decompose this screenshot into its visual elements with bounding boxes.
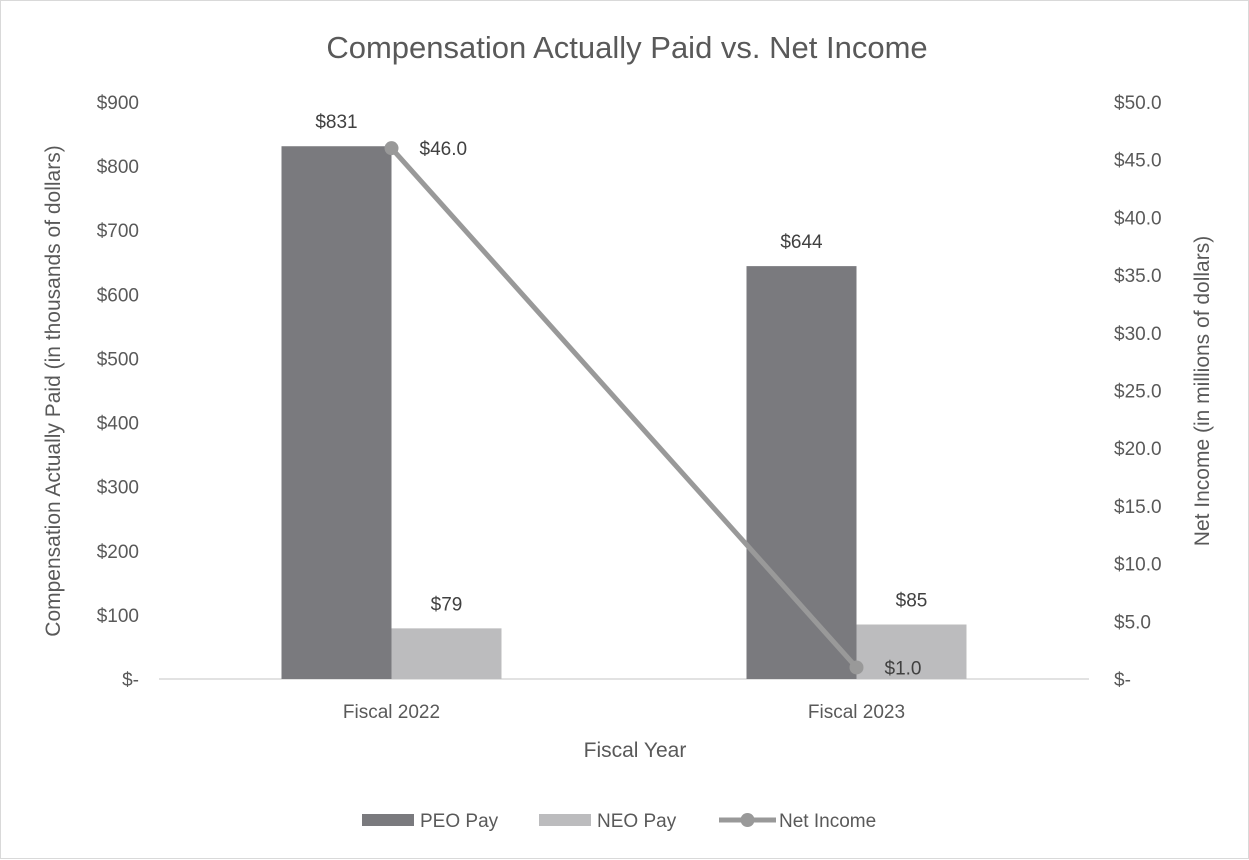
y2-tick-label: $20.0 xyxy=(1114,439,1162,460)
bar xyxy=(747,266,857,679)
y-tick-label: $700 xyxy=(97,221,139,242)
y-tick-label: $500 xyxy=(97,349,139,370)
y-tick-label: $900 xyxy=(97,93,139,114)
plot-area: $- $100 $200 $300 $400 $500 $600 $700 $800 $900 $-… xyxy=(97,93,1162,723)
y-tick-label: $400 xyxy=(97,414,139,435)
bar xyxy=(392,628,502,679)
legend-label: Net Income xyxy=(779,811,876,832)
data-label: $831 xyxy=(315,112,357,133)
y-tick-label: $800 xyxy=(97,157,139,178)
x-tick-label: Fiscal 2023 xyxy=(808,702,905,723)
legend: PEO Pay NEO Pay Net Income xyxy=(362,811,876,832)
y-tick-label: $300 xyxy=(97,478,139,499)
legend-label: NEO Pay xyxy=(597,811,677,832)
y-tick-label: $- xyxy=(122,670,139,691)
legend-swatch xyxy=(362,814,414,826)
y-tick-label: $600 xyxy=(97,285,139,306)
y2-tick-label: $10.0 xyxy=(1114,555,1162,576)
line-point xyxy=(850,660,864,674)
y2-tick-label: $25.0 xyxy=(1114,382,1162,403)
y2-tick-label: $40.0 xyxy=(1114,208,1162,229)
legend-label: PEO Pay xyxy=(420,811,499,832)
bar xyxy=(282,146,392,679)
y2-tick-label: $5.0 xyxy=(1114,612,1151,633)
y2-tick-label: $35.0 xyxy=(1114,266,1162,287)
legend-swatch xyxy=(539,814,591,826)
y2-tick-label: $50.0 xyxy=(1114,93,1162,114)
line-point xyxy=(385,141,399,155)
data-label: $46.0 xyxy=(420,139,468,160)
x-tick-label: Fiscal 2022 xyxy=(343,702,440,723)
data-label: $85 xyxy=(896,591,928,612)
data-label: $644 xyxy=(780,232,823,253)
data-label: $79 xyxy=(431,594,463,615)
y2-tick-label: $- xyxy=(1114,670,1131,691)
y-axis-title: Compensation Actually Paid (in thousands… xyxy=(42,145,65,636)
y-tick-label: $100 xyxy=(97,606,139,627)
x-axis-title: Fiscal Year xyxy=(584,739,687,762)
data-label: $1.0 xyxy=(885,658,922,679)
chart-title: Compensation Actually Paid vs. Net Incom… xyxy=(326,30,927,65)
y2-tick-label: $45.0 xyxy=(1114,151,1162,172)
y2-tick-label: $30.0 xyxy=(1114,324,1162,345)
y2-axis-title: Net Income (in millions of dollars) xyxy=(1191,236,1214,546)
legend-marker xyxy=(741,813,755,827)
y-tick-label: $200 xyxy=(97,542,139,563)
y2-tick-label: $15.0 xyxy=(1114,497,1162,518)
